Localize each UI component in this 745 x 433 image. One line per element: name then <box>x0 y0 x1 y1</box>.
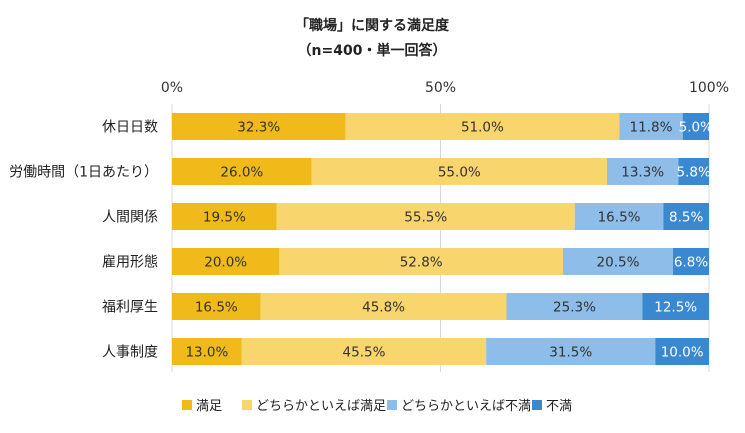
bar-segment <box>673 248 709 275</box>
data-label: 55.5% <box>404 210 447 226</box>
bar-row: 19.5% 55.5% 16.5% 8.5% <box>172 203 709 230</box>
bar-segment <box>642 293 709 320</box>
data-label: 51.0% <box>461 120 504 136</box>
bar-segment <box>172 158 312 185</box>
bar-segment <box>172 113 346 140</box>
legend-label: 不満 <box>546 399 572 414</box>
data-label: 32.3% <box>237 120 280 136</box>
bar-segment <box>606 158 679 185</box>
bar-segment <box>562 248 674 275</box>
category-label: 人事制度 <box>102 345 158 361</box>
bar-segment <box>241 338 487 365</box>
bar-row: 16.5% 45.8% 25.3% 12.5% <box>172 293 709 320</box>
bar-segment <box>486 338 656 365</box>
bar-row: 13.0% 45.5% 31.5% 10.0% <box>172 338 709 365</box>
x-tick-label: 0% <box>161 80 183 96</box>
bars: 32.3% 51.0% 11.8% 5.0% 26.0% 55.0% 13.3% 5.8% 19… <box>172 113 713 365</box>
data-label: 45.8% <box>362 300 405 316</box>
data-label: 31.5% <box>549 345 592 361</box>
chart-title: 「職場」に関する満足度 <box>295 17 450 34</box>
bar-segment <box>172 248 280 275</box>
bar-row: 26.0% 55.0% 13.3% 5.8% <box>172 158 711 185</box>
data-label: 16.5% <box>195 300 238 316</box>
bar-segment <box>279 248 563 275</box>
legend-swatch <box>387 400 397 410</box>
data-label: 5.0% <box>679 120 713 136</box>
data-label: 20.0% <box>204 255 247 271</box>
legend-swatch <box>182 400 192 410</box>
bar-segment <box>172 293 261 320</box>
bar-row: 32.3% 51.0% 11.8% 5.0% <box>172 113 713 140</box>
legend-item: どちらかといえば満足 <box>242 399 386 414</box>
data-label: 6.8% <box>674 255 708 271</box>
bar-segment <box>663 203 709 230</box>
bar-segment <box>172 338 242 365</box>
bar-segment <box>172 203 277 230</box>
category-label: 休日日数 <box>102 120 158 136</box>
data-label: 45.5% <box>343 345 386 361</box>
bar-segment <box>345 113 620 140</box>
bar-segment <box>574 203 664 230</box>
bar-segment <box>678 158 709 185</box>
category-label: 労働時間（1日あたり） <box>9 165 158 181</box>
data-label: 13.0% <box>185 345 228 361</box>
legend-label: どちらかといえば不満 <box>401 399 531 414</box>
bar-segment <box>619 113 683 140</box>
data-label: 12.5% <box>654 300 697 316</box>
legend-swatch <box>532 400 542 410</box>
data-label: 10.0% <box>661 345 704 361</box>
data-label: 13.3% <box>621 165 664 181</box>
x-tick-label: 100% <box>689 80 729 96</box>
bar-segment <box>311 158 607 185</box>
data-label: 25.3% <box>553 300 596 316</box>
data-label: 55.0% <box>438 165 481 181</box>
legend-label: 満足 <box>196 399 222 414</box>
bar-segment <box>655 338 709 365</box>
data-label: 20.5% <box>597 255 640 271</box>
data-label: 19.5% <box>203 210 246 226</box>
legend-item: 満足 <box>182 399 222 414</box>
bar-row: 20.0% 52.8% 20.5% 6.8% <box>172 248 709 275</box>
data-label: 52.8% <box>400 255 443 271</box>
bar-segment <box>276 203 575 230</box>
legend-item: 不満 <box>532 399 572 414</box>
legend-item: どちらかといえば不満 <box>387 399 531 414</box>
category-label: 福利厚生 <box>102 300 158 316</box>
legend-swatch <box>242 400 252 410</box>
bar-segment <box>682 113 709 140</box>
chart-subtitle: （n=400・単一回答） <box>298 42 447 59</box>
x-axis-ticks: 0% 50% 100% <box>161 80 729 96</box>
data-label: 8.5% <box>669 210 703 226</box>
legend: 満足 どちらかといえば満足 どちらかといえば不満 不満 <box>182 399 572 414</box>
x-tick-label: 50% <box>425 80 456 96</box>
gridlines <box>171 104 710 372</box>
legend-label: どちらかといえば満足 <box>256 399 386 414</box>
bar-segment <box>260 293 507 320</box>
data-label: 11.8% <box>630 120 673 136</box>
data-label: 26.0% <box>220 165 263 181</box>
data-label: 5.8% <box>677 165 711 181</box>
category-label: 人間関係 <box>102 210 158 226</box>
bar-segment <box>506 293 643 320</box>
data-label: 16.5% <box>598 210 641 226</box>
category-label: 雇用形態 <box>102 254 158 271</box>
